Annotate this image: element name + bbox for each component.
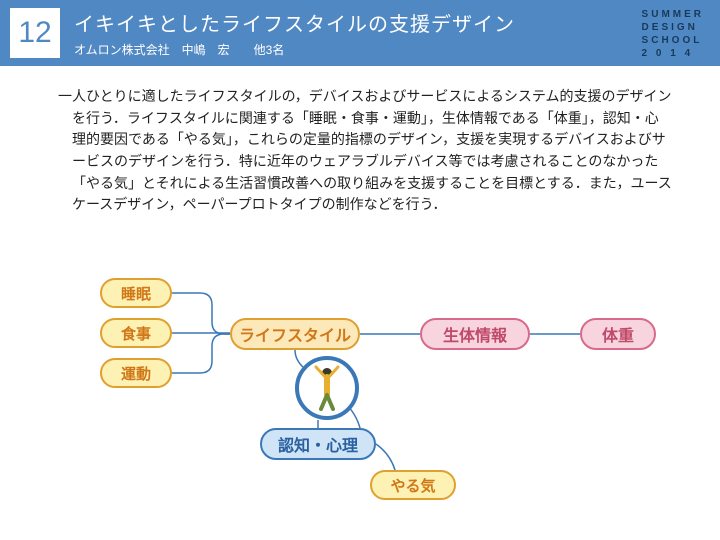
person-figure-icon [312, 365, 342, 411]
body-paragraph: 一人ひとりに適したライフスタイルの，デバイスおよびサービスによるシステム的支援の… [58, 86, 672, 216]
node-exercise: 運動 [100, 358, 172, 388]
slide-title: イキイキとしたライフスタイルの支援デザイン [74, 8, 515, 37]
event-line: DESIGN [642, 21, 704, 34]
node-meal: 食事 [100, 318, 172, 348]
event-line: 2 0 1 4 [642, 47, 704, 60]
event-line: SCHOOL [642, 34, 704, 47]
node-weight: 体重 [580, 318, 656, 350]
event-label: SUMMER DESIGN SCHOOL 2 0 1 4 [642, 8, 704, 60]
node-bio: 生体情報 [420, 318, 530, 350]
slide-number: 12 [10, 8, 60, 58]
center-person-icon [295, 356, 359, 420]
node-motivation: やる気 [370, 470, 456, 500]
node-lifestyle: ライフスタイル [230, 318, 360, 350]
slide-subtitle: オムロン株式会社 中嶋 宏 他3名 [74, 41, 515, 58]
node-cognition: 認知・心理 [260, 428, 376, 460]
node-sleep: 睡眠 [100, 278, 172, 308]
diagram-area: 睡眠 食事 運動 ライフスタイル 生体情報 体重 認知・心理 やる気 [0, 260, 720, 540]
event-line: SUMMER [642, 8, 704, 21]
header-bar: 12 イキイキとしたライフスタイルの支援デザイン オムロン株式会社 中嶋 宏 他… [0, 0, 720, 66]
title-block: イキイキとしたライフスタイルの支援デザイン オムロン株式会社 中嶋 宏 他3名 [74, 8, 515, 58]
